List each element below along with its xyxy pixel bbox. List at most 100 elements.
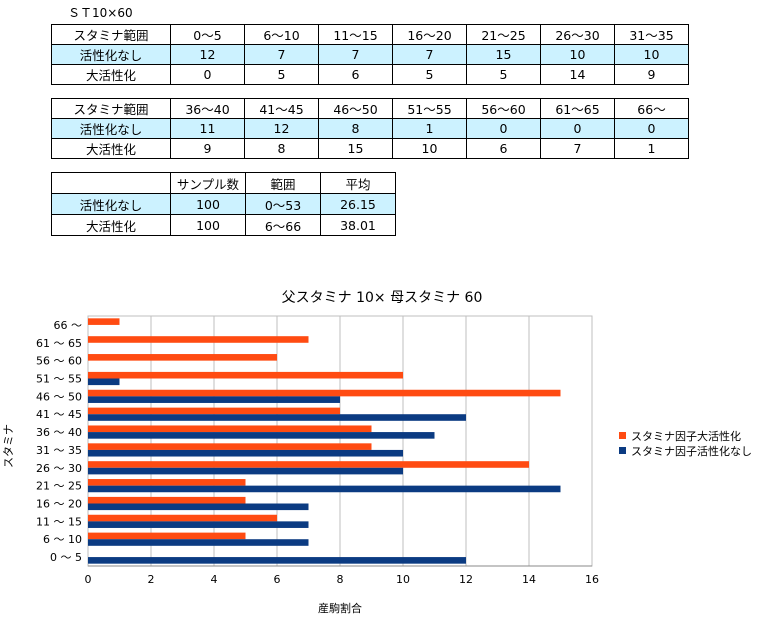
- table-row: 大活性化 9 8 15 10 6 7 1: [51, 138, 689, 159]
- range-cell: 26～30: [540, 24, 615, 45]
- value-cell: 12: [244, 118, 319, 139]
- header-cell: 範囲: [245, 172, 321, 194]
- range-cell: 0～53: [245, 193, 321, 215]
- mean-cell: 38.01: [320, 214, 396, 236]
- value-cell: 10: [614, 44, 689, 65]
- bar-series-b: [88, 467, 403, 475]
- value-cell: 0: [466, 118, 541, 139]
- bar-series-a: [88, 389, 561, 397]
- x-axis-label: 産駒割合: [318, 601, 362, 615]
- y-tick-label: 0 ～ 5: [50, 551, 82, 564]
- y-axis-label: スタミナ: [2, 424, 15, 468]
- range-cell: 11～15: [318, 24, 393, 45]
- value-cell: 6: [466, 138, 541, 159]
- value-cell: 5: [244, 64, 319, 85]
- y-tick-label: 41 ～ 45: [36, 408, 82, 421]
- bar-series-b: [88, 503, 309, 511]
- legend-label: スタミナ因子大活性化: [631, 429, 741, 443]
- y-tick-label: 6 ～ 10: [43, 533, 82, 546]
- legend-swatch: [619, 432, 626, 439]
- table-header-row: スタミナ範囲 36～40 41～45 46～50 51～55 56～60 61～…: [51, 98, 689, 119]
- bar-series-a: [88, 514, 277, 522]
- value-cell: 10: [540, 44, 615, 65]
- table-row: 活性化なし 100 0～53 26.15: [51, 193, 396, 215]
- range-cell: 46～50: [318, 98, 393, 119]
- value-cell: 10: [392, 138, 467, 159]
- range-cell: 51～55: [392, 98, 467, 119]
- value-cell: 5: [392, 64, 467, 85]
- value-cell: 12: [170, 44, 245, 65]
- value-cell: 7: [540, 138, 615, 159]
- x-tick-label: 0: [85, 573, 92, 586]
- chart-title: 父スタミナ 10× 母スタミナ 60: [282, 290, 483, 306]
- value-cell: 1: [392, 118, 467, 139]
- summary-table: サンプル数 範囲 平均 活性化なし 100 0～53 26.15 大活性化 10…: [51, 172, 396, 236]
- value-cell: 15: [318, 138, 393, 159]
- row-label: 大活性化: [51, 138, 171, 159]
- value-cell: 8: [244, 138, 319, 159]
- bar-series-a: [88, 371, 403, 379]
- y-tick-label: 21 ～ 25: [36, 480, 82, 493]
- bar-series-a: [88, 496, 246, 504]
- bar-series-b: [88, 485, 561, 493]
- value-cell: 15: [466, 44, 541, 65]
- header-label: スタミナ範囲: [51, 24, 171, 45]
- row-label: 大活性化: [51, 64, 171, 85]
- value-cell: 7: [244, 44, 319, 65]
- stamina-table-2: スタミナ範囲 36～40 41～45 46～50 51～55 56～60 61～…: [51, 98, 689, 159]
- bar-series-b: [88, 414, 466, 421]
- value-cell: 11: [170, 118, 245, 139]
- row-label: 活性化なし: [51, 193, 171, 215]
- header-cell: [51, 172, 171, 194]
- y-tick-label: 56 ～ 60: [36, 355, 82, 368]
- stamina-table-1: スタミナ範囲 0～5 6～10 11～15 16～20 21～25 26～30 …: [51, 24, 689, 85]
- value-cell: 9: [170, 138, 245, 159]
- bar-series-b: [88, 449, 403, 457]
- value-cell: 14: [540, 64, 615, 85]
- y-tick-label: 66 ～: [54, 319, 83, 332]
- samples-cell: 100: [170, 214, 246, 236]
- y-tick-label: 61 ～ 65: [36, 337, 82, 350]
- y-tick-label: 11 ～ 15: [36, 515, 82, 528]
- range-cell: 21～25: [466, 24, 541, 45]
- x-tick-label: 16: [585, 573, 599, 586]
- mean-cell: 26.15: [320, 193, 396, 215]
- header-cell: 平均: [320, 172, 396, 194]
- range-cell: 56～60: [466, 98, 541, 119]
- x-tick-label: 12: [459, 573, 473, 586]
- y-tick-label: 46 ～ 50: [36, 390, 82, 403]
- range-cell: 16～20: [392, 24, 467, 45]
- y-tick-label: 51 ～ 55: [36, 373, 82, 386]
- bar-series-a: [88, 443, 372, 450]
- x-tick-label: 6: [274, 573, 281, 586]
- row-label: 活性化なし: [51, 118, 171, 139]
- legend-swatch: [619, 447, 626, 454]
- bar-series-a: [88, 354, 277, 361]
- bar-series-a: [88, 461, 529, 468]
- value-cell: 5: [466, 64, 541, 85]
- x-tick-label: 4: [211, 573, 218, 586]
- table-row: 活性化なし 12 7 7 7 15 10 10: [51, 44, 689, 65]
- range-cell: 36～40: [170, 98, 245, 119]
- value-cell: 9: [614, 64, 689, 85]
- bar-series-b: [88, 539, 309, 546]
- table-header-row: スタミナ範囲 0～5 6～10 11～15 16～20 21～25 26～30 …: [51, 24, 689, 45]
- table-row: 大活性化 0 5 6 5 5 14 9: [51, 64, 689, 85]
- range-cell: 0～5: [170, 24, 245, 45]
- y-tick-label: 31 ～ 35: [36, 444, 82, 457]
- value-cell: 8: [318, 118, 393, 139]
- table-row: 活性化なし 11 12 8 1 0 0 0: [51, 118, 689, 139]
- table-row: 大活性化 100 6～66 38.01: [51, 214, 396, 236]
- value-cell: 0: [614, 118, 689, 139]
- value-cell: 1: [614, 138, 689, 159]
- bar-series-b: [88, 378, 120, 386]
- header-label: スタミナ範囲: [51, 98, 171, 119]
- y-tick-label: 26 ～ 30: [36, 462, 82, 475]
- y-tick-label: 36 ～ 40: [36, 426, 82, 439]
- bar-series-b: [88, 432, 435, 439]
- x-tick-label: 14: [522, 573, 536, 586]
- table-caption: ＳＴ10×60: [68, 6, 133, 20]
- y-tick-label: 16 ～ 20: [36, 498, 82, 511]
- bar-chart: 父スタミナ 10× 母スタミナ 60 産駒割合 スタミナ 0 2 4 6 8 10 12 14…: [2, 290, 752, 615]
